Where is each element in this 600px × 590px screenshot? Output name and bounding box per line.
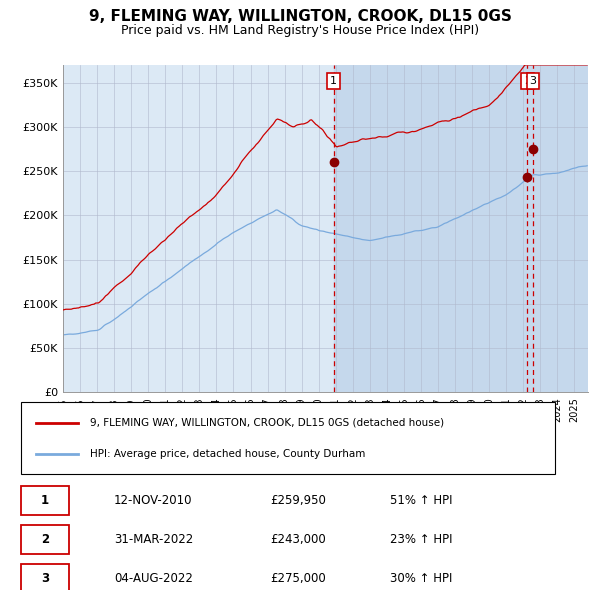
Text: 3: 3 (530, 76, 536, 86)
Text: 51% ↑ HPI: 51% ↑ HPI (390, 494, 452, 507)
Text: 31-MAR-2022: 31-MAR-2022 (114, 533, 193, 546)
Text: 12-NOV-2010: 12-NOV-2010 (114, 494, 193, 507)
Text: £259,950: £259,950 (270, 494, 326, 507)
Text: £275,000: £275,000 (270, 572, 326, 585)
FancyBboxPatch shape (21, 563, 69, 590)
Text: £243,000: £243,000 (270, 533, 326, 546)
Text: 9, FLEMING WAY, WILLINGTON, CROOK, DL15 0GS (detached house): 9, FLEMING WAY, WILLINGTON, CROOK, DL15 … (90, 418, 444, 428)
FancyBboxPatch shape (21, 402, 555, 474)
Text: 04-AUG-2022: 04-AUG-2022 (114, 572, 193, 585)
Bar (334, 65, 588, 392)
Text: 30% ↑ HPI: 30% ↑ HPI (390, 572, 452, 585)
Text: 9, FLEMING WAY, WILLINGTON, CROOK, DL15 0GS: 9, FLEMING WAY, WILLINGTON, CROOK, DL15 … (89, 9, 511, 24)
Text: HPI: Average price, detached house, County Durham: HPI: Average price, detached house, Coun… (90, 448, 365, 458)
Text: 1: 1 (41, 494, 49, 507)
Text: 2: 2 (41, 533, 49, 546)
Text: 3: 3 (41, 572, 49, 585)
Text: 23% ↑ HPI: 23% ↑ HPI (390, 533, 452, 546)
Text: Price paid vs. HM Land Registry's House Price Index (HPI): Price paid vs. HM Land Registry's House … (121, 24, 479, 37)
Text: 1: 1 (330, 76, 337, 86)
FancyBboxPatch shape (21, 525, 69, 554)
Text: 2: 2 (524, 76, 531, 86)
FancyBboxPatch shape (21, 486, 69, 515)
